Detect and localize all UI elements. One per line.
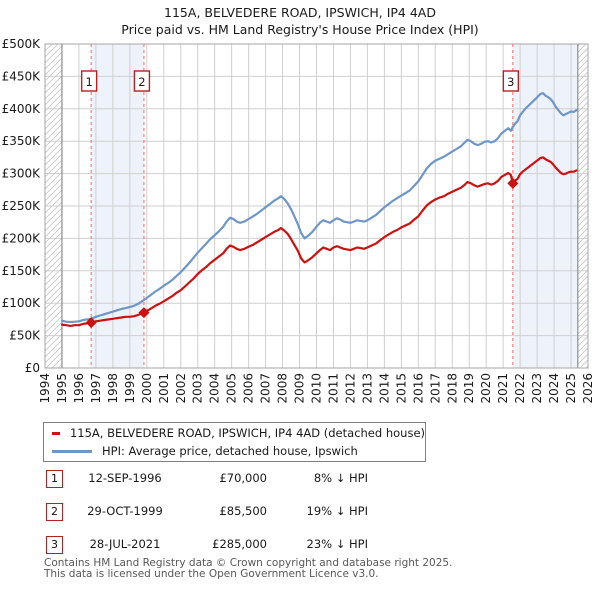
svg-text:£350K: £350K xyxy=(2,134,42,148)
svg-text:2004: 2004 xyxy=(208,373,222,404)
svg-text:2019: 2019 xyxy=(462,373,476,404)
transaction-1-price: £70,000 xyxy=(219,471,267,485)
svg-text:2010: 2010 xyxy=(310,373,324,404)
transaction-2-date: 29-OCT-1999 xyxy=(87,504,163,518)
svg-text:£0: £0 xyxy=(25,361,40,375)
transaction-3-hpi-note: 23% ↓ HPI xyxy=(306,537,368,551)
red-line-swatch xyxy=(52,431,60,435)
transaction-3-number-box: 3 xyxy=(46,536,63,554)
svg-text:2008: 2008 xyxy=(276,373,290,404)
svg-text:2014: 2014 xyxy=(377,373,391,404)
copyright-line-1: Contains HM Land Registry data © Crown c… xyxy=(44,557,453,569)
svg-text:2025: 2025 xyxy=(564,373,578,404)
svg-text:2023: 2023 xyxy=(530,373,544,404)
svg-text:2007: 2007 xyxy=(259,373,273,404)
transaction-2-price: £85,500 xyxy=(219,504,267,518)
transaction-2-number-box: 2 xyxy=(46,503,63,521)
page-subtitle: Price paid vs. HM Land Registry's House … xyxy=(121,22,479,37)
svg-text:£250K: £250K xyxy=(2,199,42,213)
transaction-3-date: 28-JUL-2021 xyxy=(89,537,161,551)
transaction-3-price: £285,000 xyxy=(212,537,267,551)
svg-text:2021: 2021 xyxy=(496,373,510,404)
svg-text:1: 1 xyxy=(85,75,92,89)
svg-text:2022: 2022 xyxy=(513,373,527,404)
svg-text:2015: 2015 xyxy=(394,373,408,404)
svg-text:2020: 2020 xyxy=(479,373,493,404)
svg-text:2024: 2024 xyxy=(547,373,561,404)
svg-text:1998: 1998 xyxy=(106,373,120,404)
svg-text:2006: 2006 xyxy=(242,373,256,404)
svg-text:2001: 2001 xyxy=(157,373,171,404)
svg-text:2018: 2018 xyxy=(445,373,459,404)
legend-label-hpi: HPI: Average price, detached house, Ipsw… xyxy=(102,444,358,458)
page-title: 115A, BELVEDERE ROAD, IPSWICH, IP4 4AD xyxy=(164,5,436,20)
svg-text:2017: 2017 xyxy=(428,373,442,404)
svg-text:1997: 1997 xyxy=(89,373,103,404)
svg-text:£200K: £200K xyxy=(2,231,42,245)
svg-text:£400K: £400K xyxy=(2,102,42,116)
legend-item-hpi: HPI: Average price, detached house, Ipsw… xyxy=(52,444,425,459)
svg-text:2003: 2003 xyxy=(191,373,205,404)
svg-text:2012: 2012 xyxy=(343,373,357,404)
transaction-row-1: 1 12-SEP-1996 £70,000 8% ↓ HPI xyxy=(0,470,600,488)
svg-text:3: 3 xyxy=(507,75,514,89)
copyright-line-2: This data is licensed under the Open Gov… xyxy=(44,568,379,580)
svg-text:2009: 2009 xyxy=(293,373,307,404)
svg-text:2011: 2011 xyxy=(326,373,340,404)
transaction-1-hpi-note: 8% ↓ HPI xyxy=(313,471,368,485)
svg-text:1995: 1995 xyxy=(55,373,69,404)
legend-label-price-paid: 115A, BELVEDERE ROAD, IPSWICH, IP4 4AD (… xyxy=(69,426,425,440)
transaction-1-number-box: 1 xyxy=(46,470,63,488)
legend-item-price-paid: 115A, BELVEDERE ROAD, IPSWICH, IP4 4AD (… xyxy=(52,426,425,441)
svg-text:1994: 1994 xyxy=(38,373,52,404)
transaction-row-2: 2 29-OCT-1999 £85,500 19% ↓ HPI xyxy=(0,503,600,521)
svg-text:2: 2 xyxy=(138,75,145,89)
chart-legend: 115A, BELVEDERE ROAD, IPSWICH, IP4 4AD (… xyxy=(43,422,426,462)
svg-text:2016: 2016 xyxy=(411,373,425,404)
svg-text:£50K: £50K xyxy=(9,329,41,343)
svg-text:1996: 1996 xyxy=(72,373,86,404)
svg-text:£100K: £100K xyxy=(2,296,42,310)
transaction-row-3: 3 28-JUL-2021 £285,000 23% ↓ HPI xyxy=(0,536,600,554)
blue-line-swatch xyxy=(52,449,92,453)
transaction-1-date: 12-SEP-1996 xyxy=(88,471,162,485)
svg-text:£450K: £450K xyxy=(2,69,42,83)
svg-text:2002: 2002 xyxy=(174,373,188,404)
svg-text:2026: 2026 xyxy=(581,373,595,404)
svg-text:£150K: £150K xyxy=(2,264,42,278)
svg-text:2013: 2013 xyxy=(360,373,374,404)
price-history-chart: 1 2 3 £0 £50K £100K £150K £200K £250K £300K £350K £… xyxy=(2,37,595,404)
svg-text:£500K: £500K xyxy=(2,37,42,51)
svg-text:£300K: £300K xyxy=(2,167,42,181)
svg-text:1999: 1999 xyxy=(123,373,137,404)
transaction-2-hpi-note: 19% ↓ HPI xyxy=(306,504,368,518)
svg-text:2005: 2005 xyxy=(225,373,239,404)
svg-text:2000: 2000 xyxy=(140,373,154,404)
